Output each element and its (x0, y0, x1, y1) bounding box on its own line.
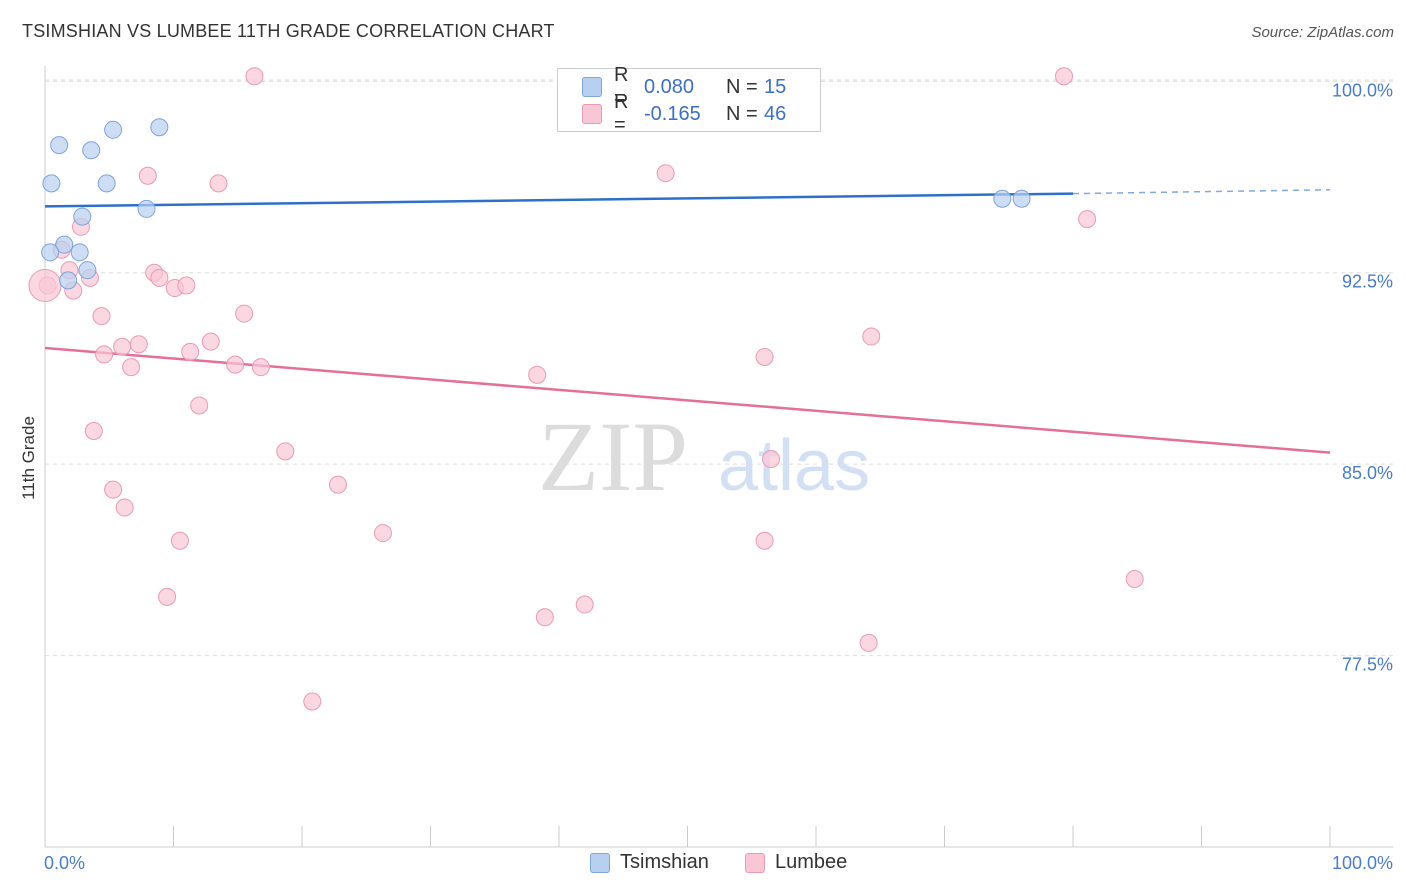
lumbee-point (1078, 210, 1097, 229)
lumbee-point (762, 450, 781, 469)
source-credit: Source: ZipAtlas.com (1251, 24, 1394, 41)
y-tick-label: 100.0% (1332, 80, 1393, 100)
legend-r-value: 0.080 (644, 75, 695, 98)
lumbee-point (328, 475, 347, 494)
lumbee-point (245, 67, 264, 86)
lumbee-swatch (582, 104, 602, 124)
lumbee-point (177, 276, 196, 295)
tsimshian-point (78, 261, 97, 280)
lumbee-point (113, 337, 132, 356)
grid-lines (45, 79, 1393, 657)
lumbee-point (150, 268, 169, 287)
lumbee-point (181, 342, 200, 361)
tsimshian-trend-extension (1072, 189, 1331, 195)
stats-legend: R = 0.080 N = 15 R = -0.165 N = 46 (557, 64, 821, 136)
chart-title: TSIMSHIAN VS LUMBEE 11TH GRADE CORRELATI… (22, 21, 555, 41)
tsimshian-point (1012, 189, 1031, 208)
y-tick-label: 85.0% (1342, 463, 1393, 483)
legend-r-value: -0.165 (644, 102, 701, 125)
tsimshian-point (41, 243, 60, 262)
lumbee-point (226, 355, 245, 374)
watermark-atlas: atlas (718, 426, 870, 506)
lumbee-point (303, 692, 322, 711)
lumbee-point (170, 531, 189, 550)
lumbee-point (276, 442, 295, 461)
legend-row-tsimshian: R = 0.080 N = 15 (582, 64, 787, 109)
tsimshian-point (50, 136, 69, 155)
lumbee-point (755, 531, 774, 550)
lumbee-point (251, 358, 270, 377)
x-tick-label: 100.0% (1332, 853, 1393, 873)
y-tick-label: 92.5% (1342, 272, 1393, 292)
lumbee-legend-label: Lumbee (775, 851, 848, 873)
lumbee-point (1055, 67, 1074, 86)
tsimshian-point (104, 120, 123, 139)
tick-labels: 77.5% 85.0% 92.5% 100.0% 0.0% 100.0% (44, 80, 1393, 873)
axes (44, 66, 1393, 848)
y-tick-label: 77.5% (1342, 655, 1393, 675)
tsimshian-point (55, 235, 74, 254)
tsimshian-point (82, 141, 101, 160)
lumbee-point (104, 480, 123, 499)
lumbee-point (28, 268, 62, 302)
legend-row-lumbee: R = -0.165 N = 46 (582, 91, 787, 136)
watermark: ZIP atlas (538, 401, 870, 512)
lumbee-point (84, 421, 103, 440)
y-axis-title: 11th Grade (19, 416, 38, 500)
tsimshian-legend-swatch (590, 852, 610, 873)
lumbee-point (129, 335, 148, 354)
tsimshian-legend-label: Tsimshian (620, 851, 709, 873)
lumbee-point (122, 358, 141, 377)
legend-r-label: R = (614, 64, 629, 109)
legend-n-label: N = (726, 75, 758, 98)
data-points (28, 67, 1144, 711)
tsimshian-trend-line (44, 192, 1074, 208)
legend-r-label: R = (614, 91, 629, 136)
lumbee-point (209, 174, 228, 193)
lumbee-point (1125, 570, 1144, 589)
lumbee-legend-swatch (745, 852, 765, 873)
lumbee-point (92, 307, 111, 326)
tsimshian-point (73, 207, 92, 226)
tsimshian-point (137, 199, 156, 218)
x-tick-label: 0.0% (44, 853, 85, 873)
tsimshian-point (70, 243, 89, 262)
lumbee-point (235, 304, 254, 323)
lumbee-point (755, 347, 774, 366)
lumbee-point (535, 608, 554, 627)
tsimshian-swatch (582, 77, 602, 97)
lumbee-point (656, 164, 675, 183)
bottom-legend-lumbee: Lumbee (745, 851, 847, 874)
lumbee-point (190, 396, 209, 415)
legend-n-value: 15 (764, 75, 787, 98)
watermark-zip: ZIP (538, 401, 688, 512)
lumbee-point (95, 345, 114, 364)
legend-n-value: 46 (764, 102, 787, 125)
lumbee-point (115, 498, 134, 517)
lumbee-point (575, 595, 594, 614)
tsimshian-point (97, 174, 116, 193)
bottom-legend-tsimshian: Tsimshian (590, 851, 709, 874)
tsimshian-point (42, 174, 61, 193)
lumbee-point (859, 633, 878, 652)
tsimshian-point (150, 118, 169, 137)
lumbee-point (373, 524, 392, 543)
lumbee-point (201, 332, 220, 351)
tsimshian-point (993, 189, 1012, 208)
lumbee-point (862, 327, 881, 346)
lumbee-point (528, 365, 547, 384)
lumbee-point (158, 587, 177, 606)
tsimshian-point (59, 271, 78, 290)
lumbee-point (138, 166, 157, 185)
legend-n-label: N = (726, 102, 758, 125)
